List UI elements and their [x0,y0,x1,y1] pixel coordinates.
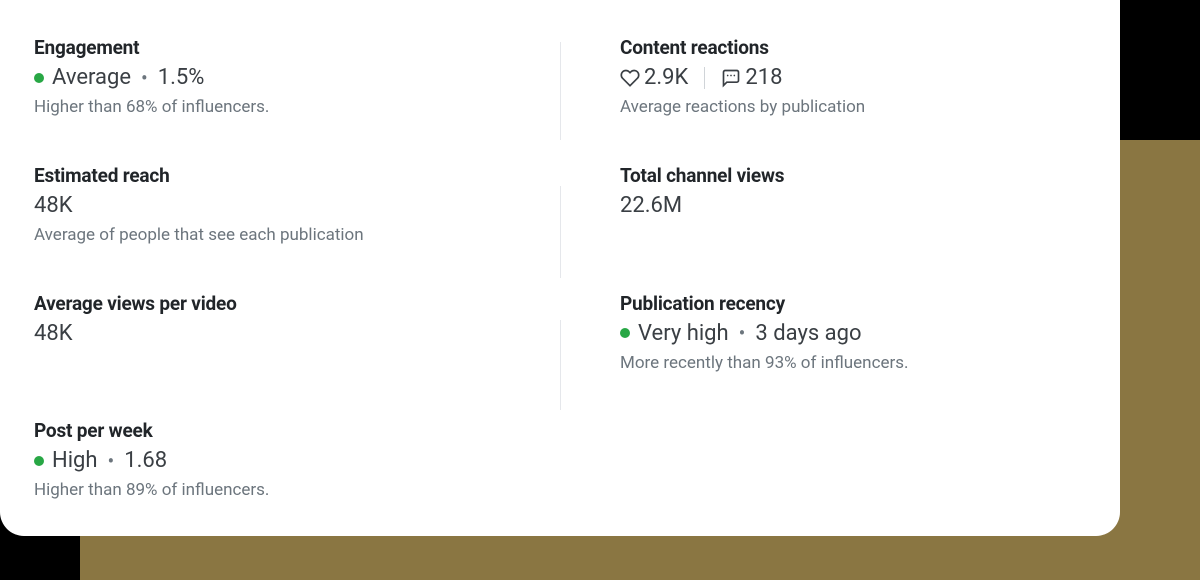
status-dot-icon [34,73,44,83]
engagement-rate: 1.5% [158,65,205,90]
comments-value: 218 [745,65,782,90]
metric-title: Engagement [34,36,500,59]
metric-subtext: Average of people that see each publicat… [34,224,500,248]
post-per-week-value: 1.68 [124,448,167,473]
reactions-row: 2.9K 218 [620,65,1086,90]
metric-title: Post per week [34,419,500,442]
metric-total-channel-views: Total channel views 22.6M [560,164,1086,248]
reaction-comments: 218 [721,65,782,90]
bullet-sep: • [106,449,117,473]
metric-content-reactions: Content reactions 2.9K 218 [560,36,1086,120]
status-dot-icon [620,328,630,338]
bullet-sep: • [737,321,748,345]
reaction-likes: 2.9K [620,65,688,90]
metric-title: Average views per video [34,292,500,315]
metric-value-row: Average • 1.5% [34,65,500,90]
metric-value: 48K [34,321,500,346]
stats-card: Engagement Average • 1.5% Higher than 68… [0,0,1120,536]
recency-when: 3 days ago [755,321,861,346]
status-dot-icon [34,456,44,466]
bullet-sep: • [139,66,150,90]
metric-post-per-week: Post per week High • 1.68 Higher than 89… [34,419,560,503]
metric-estimated-reach: Estimated reach 48K Average of people th… [34,164,560,248]
metric-engagement: Engagement Average • 1.5% Higher than 68… [34,36,560,120]
status-label: High [52,448,98,473]
metric-title: Publication recency [620,292,1086,315]
metric-value-row: Very high • 3 days ago [620,321,1086,346]
metric-value: 22.6M [620,193,1086,218]
metric-title: Content reactions [620,36,1086,59]
status-label: Average [52,65,131,90]
metric-publication-recency: Publication recency Very high • 3 days a… [560,292,1086,376]
metric-title: Total channel views [620,164,1086,187]
metric-value: 48K [34,193,500,218]
metric-subtext: More recently than 93% of influencers. [620,352,1086,376]
heart-icon [620,68,640,88]
metric-subtext: Higher than 89% of influencers. [34,479,500,503]
metrics-grid: Engagement Average • 1.5% Higher than 68… [34,36,1086,503]
metric-empty [560,419,1086,503]
metric-subtext: Average reactions by publication [620,96,1086,120]
metric-value-row: High • 1.68 [34,448,500,473]
likes-value: 2.9K [644,65,688,90]
metric-avg-views-per-video: Average views per video 48K [34,292,560,376]
reaction-sep [704,67,705,89]
metric-subtext: Higher than 68% of influencers. [34,96,500,120]
metric-title: Estimated reach [34,164,500,187]
comment-icon [721,68,741,88]
status-label: Very high [638,321,729,346]
